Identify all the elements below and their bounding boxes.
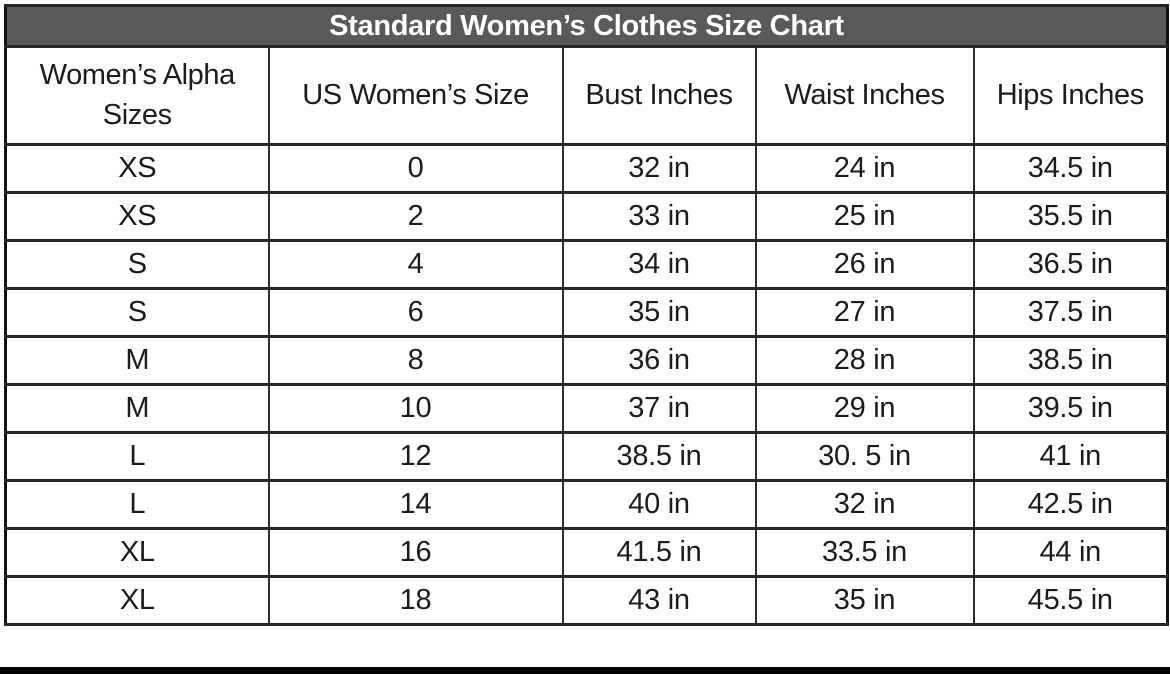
table-cell: XS xyxy=(4,143,270,194)
table-cell: 35 in xyxy=(754,575,975,626)
table-cell: 45.5 in xyxy=(972,575,1169,626)
table-row: XL 18 43 in 35 in 45.5 in xyxy=(4,575,1169,626)
table-cell: 41 in xyxy=(972,431,1169,482)
table-cell: 39.5 in xyxy=(972,383,1169,434)
table-cell: 40 in xyxy=(561,479,757,530)
column-header-bust: Bust Inches xyxy=(561,45,757,146)
table-row: XS 0 32 in 24 in 34.5 in xyxy=(4,143,1169,194)
table-cell: M xyxy=(4,383,270,434)
column-header-hips: Hips Inches xyxy=(972,45,1169,146)
table-row: XL 16 41.5 in 33.5 in 44 in xyxy=(4,527,1169,578)
table-cell: 37 in xyxy=(561,383,757,434)
table-cell: 27 in xyxy=(754,287,975,338)
table-row: S 6 35 in 27 in 37.5 in xyxy=(4,287,1169,338)
table-row: L 12 38.5 in 30. 5 in 41 in xyxy=(4,431,1169,482)
table-cell: XL xyxy=(4,527,270,578)
table-cell: 32 in xyxy=(754,479,975,530)
table-cell: 24 in xyxy=(754,143,975,194)
table-cell: S xyxy=(4,239,270,290)
table-cell: XL xyxy=(4,575,270,626)
table-cell: 2 xyxy=(267,191,564,242)
table-cell: 43 in xyxy=(561,575,757,626)
table-cell: 44 in xyxy=(972,527,1169,578)
table-header-row: Women’s Alpha Sizes US Women’s Size Bust… xyxy=(4,45,1169,146)
table-cell: 16 xyxy=(267,527,564,578)
column-header-label: Women’s Alpha Sizes xyxy=(39,59,236,131)
table-title-row: Standard Women’s Clothes Size Chart xyxy=(4,4,1169,48)
table-cell: 12 xyxy=(267,431,564,482)
table-cell: 37.5 in xyxy=(972,287,1169,338)
column-header-waist: Waist Inches xyxy=(754,45,975,146)
table-cell: 33 in xyxy=(561,191,757,242)
column-header-label: US Women’s Size xyxy=(302,78,529,111)
table-cell: 33.5 in xyxy=(754,527,975,578)
table-row: S 4 34 in 26 in 36.5 in xyxy=(4,239,1169,290)
table-cell: 4 xyxy=(267,239,564,290)
table-cell: 38.5 in xyxy=(561,431,757,482)
table-cell: L xyxy=(4,431,270,482)
table-row: M 8 36 in 28 in 38.5 in xyxy=(4,335,1169,386)
table-cell: 14 xyxy=(267,479,564,530)
column-header-label: Bust Inches xyxy=(585,78,733,111)
column-header-us-size: US Women’s Size xyxy=(267,45,564,146)
table-cell: 36 in xyxy=(561,335,757,386)
table-cell: XS xyxy=(4,191,270,242)
table-cell: 34 in xyxy=(561,239,757,290)
size-table-body: XS 0 32 in 24 in 34.5 in XS 2 33 in 25 in 35.5 in… xyxy=(4,143,1169,626)
table-cell: 28 in xyxy=(754,335,975,386)
table-cell: 6 xyxy=(267,287,564,338)
table-cell: 42.5 in xyxy=(972,479,1169,530)
table-cell: M xyxy=(4,335,270,386)
table-cell: S xyxy=(4,287,270,338)
table-cell: 29 in xyxy=(754,383,975,434)
table-cell: 10 xyxy=(267,383,564,434)
table-cell: 36.5 in xyxy=(972,239,1169,290)
size-chart-table: Standard Women’s Clothes Size Chart Wome… xyxy=(4,4,1170,626)
table-cell: 26 in xyxy=(754,239,975,290)
table-cell: 32 in xyxy=(561,143,757,194)
table-row: XS 2 33 in 25 in 35.5 in xyxy=(4,191,1169,242)
table-cell: 35.5 in xyxy=(972,191,1169,242)
table-cell: 25 in xyxy=(754,191,975,242)
table-cell: 0 xyxy=(267,143,564,194)
column-header-alpha-sizes: Women’s Alpha Sizes xyxy=(4,45,270,146)
table-cell: 34.5 in xyxy=(972,143,1169,194)
column-header-label: Waist Inches xyxy=(784,78,945,111)
table-cell: 8 xyxy=(267,335,564,386)
table-cell: L xyxy=(4,479,270,530)
table-cell: 18 xyxy=(267,575,564,626)
bottom-border-bar xyxy=(0,667,1170,674)
table-cell: 38.5 in xyxy=(972,335,1169,386)
chart-title: Standard Women’s Clothes Size Chart xyxy=(4,4,1169,48)
table-cell: 35 in xyxy=(561,287,757,338)
table-cell: 41.5 in xyxy=(561,527,757,578)
table-row: L 14 40 in 32 in 42.5 in xyxy=(4,479,1169,530)
column-header-label: Hips Inches xyxy=(996,78,1145,111)
table-cell: 30. 5 in xyxy=(754,431,975,482)
table-row: M 10 37 in 29 in 39.5 in xyxy=(4,383,1169,434)
